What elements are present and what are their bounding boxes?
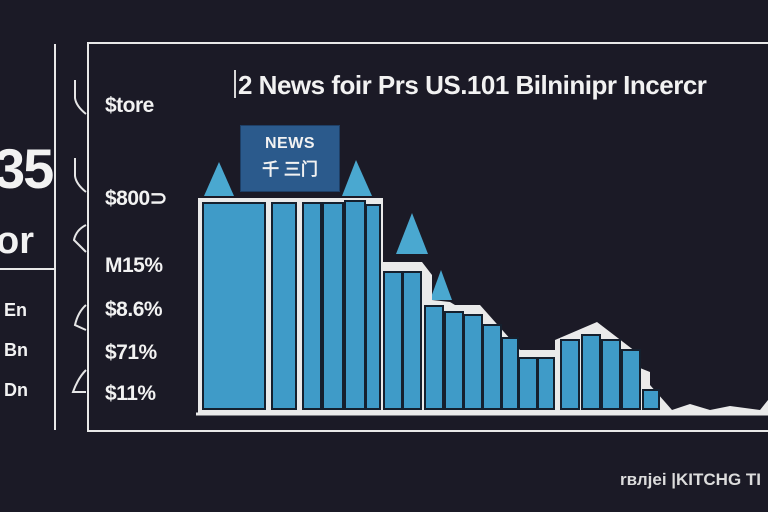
side-label-3: Dn bbox=[4, 380, 28, 400]
side-label-1: En bbox=[4, 300, 28, 320]
spike-icon bbox=[430, 270, 452, 300]
big-number: 35 bbox=[0, 137, 54, 200]
spike-icon bbox=[396, 213, 428, 254]
news-badge: NEWS 千 三门 bbox=[240, 125, 340, 192]
y-tick-6: $11% bbox=[105, 382, 156, 405]
title-bar bbox=[234, 70, 236, 98]
spike-icon bbox=[204, 162, 234, 196]
footer-text: rвлјеі |KITCHG TI bbox=[620, 470, 762, 489]
spike-icon bbox=[342, 160, 372, 196]
y-tick-5: $71% bbox=[105, 341, 157, 364]
left-side-panel-lower bbox=[0, 270, 56, 430]
y-tick-2: $800⊃ bbox=[105, 187, 167, 210]
news-badge-line2: 千 三门 bbox=[262, 160, 318, 179]
chart-title: 2 News foir Prs US.101 Bilninipr Incercr bbox=[234, 70, 707, 101]
side-label-2: Bn bbox=[4, 340, 28, 360]
y-tick-4: $8.6% bbox=[105, 298, 163, 321]
chart-frame bbox=[87, 42, 768, 432]
y-tick-1: $tore bbox=[105, 94, 154, 117]
y-tick-3: M15% bbox=[105, 254, 163, 277]
news-badge-line1: NEWS bbox=[265, 135, 315, 152]
big-word: or bbox=[0, 220, 34, 262]
hook-decorations-icon bbox=[71, 80, 87, 393]
left-side-panel bbox=[0, 44, 56, 270]
